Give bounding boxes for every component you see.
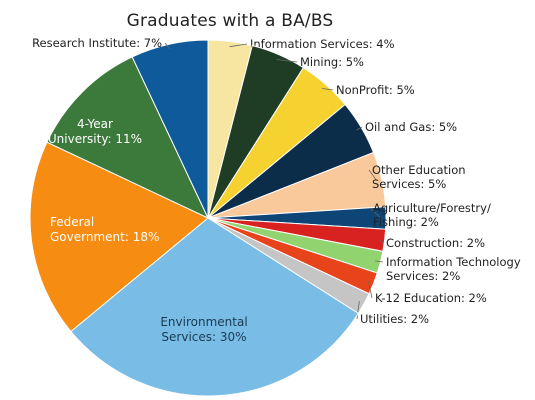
slice-label: NonProfit: 5% — [336, 83, 415, 97]
chart-title: Graduates with a BA/BS — [126, 11, 334, 31]
leader-line — [356, 126, 363, 131]
slice-label: Research Institute: 7% — [32, 36, 162, 50]
slice-label: Agriculture/Forestry/Fishing: 2% — [373, 201, 491, 229]
pie-slice-environmental-services — [70, 217, 359, 397]
slice-label: Mining: 5% — [300, 55, 364, 69]
leader-line — [356, 301, 360, 320]
leader-line — [276, 59, 298, 63]
slice-label: K-12 Education: 2% — [375, 291, 487, 305]
leader-line — [379, 239, 384, 244]
slice-label: Information Technology Services: 2% — [386, 255, 521, 283]
leader-line — [229, 43, 248, 48]
slice-label: Federal Government: 18% — [50, 215, 159, 244]
leader-line — [368, 169, 377, 181]
slice-label: Other Education Services: 5% — [372, 163, 466, 191]
leader-line — [375, 260, 384, 263]
slice-label: Environmental Services: 30% — [160, 315, 247, 344]
leader-line — [369, 207, 381, 219]
leader-line — [164, 42, 171, 50]
pie-slice-federal-government — [29, 141, 209, 333]
leader-line — [368, 281, 373, 299]
pie-slice-4-year-university — [46, 56, 210, 220]
slice-label: Construction: 2% — [386, 236, 485, 250]
leader-line — [322, 88, 334, 91]
slice-label: Oil and Gas: 5% — [365, 120, 457, 134]
slice-label: Utilities: 2% — [360, 312, 429, 326]
slice-label: 4-Year University: 11% — [48, 117, 142, 146]
pie-slice-research-institute — [131, 39, 209, 219]
slice-label: Information Services: 4% — [250, 37, 395, 51]
